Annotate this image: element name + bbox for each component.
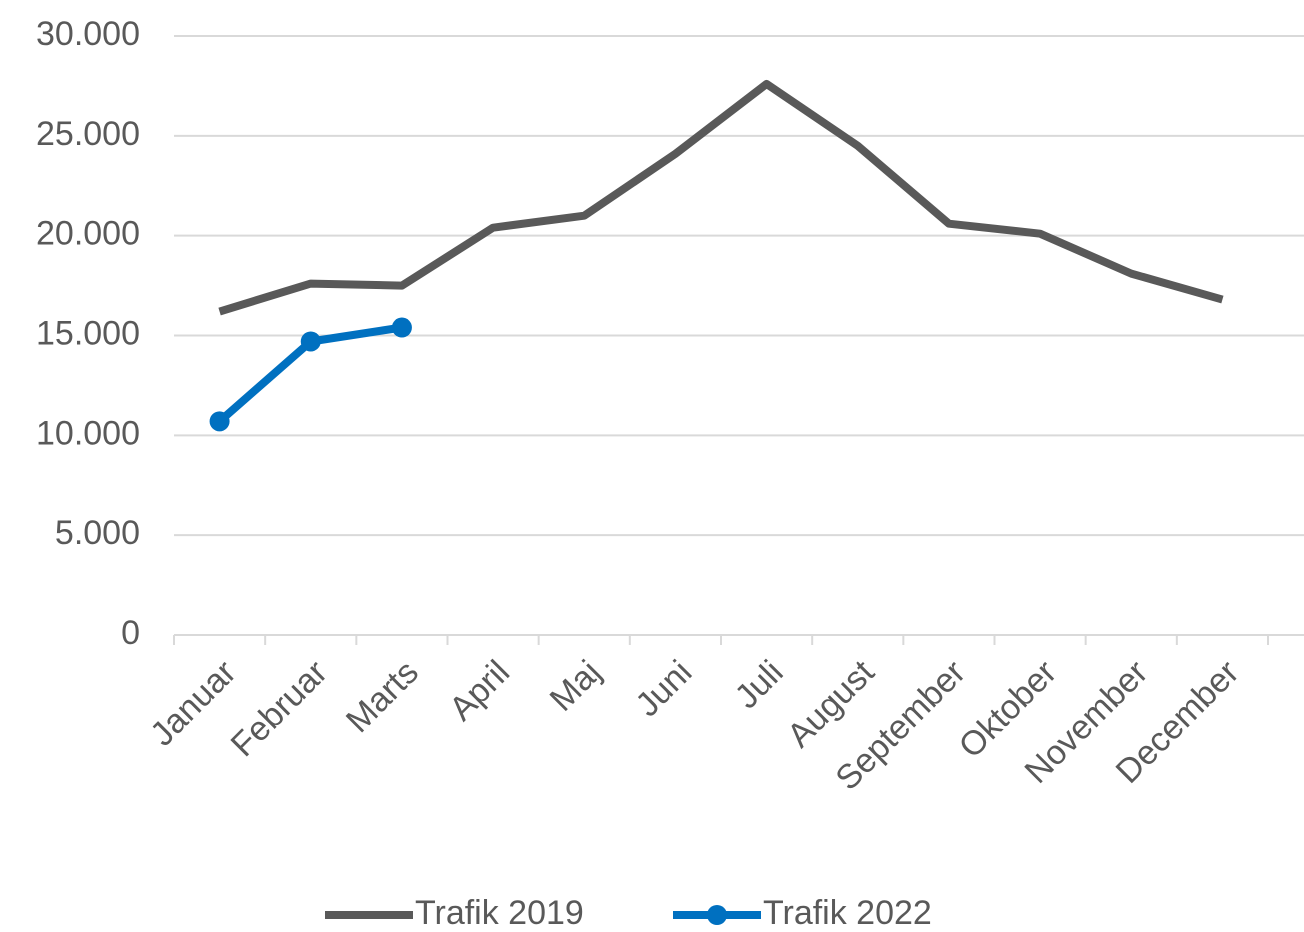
y-tick-label: 10.000 xyxy=(36,414,140,452)
series-marker xyxy=(209,411,230,432)
x-tick-label: Maj xyxy=(543,653,609,719)
legend-label: Trafik 2022 xyxy=(763,894,932,932)
legend-label: Trafik 2019 xyxy=(415,894,584,932)
x-tick-label: Juni xyxy=(628,653,699,724)
series-marker xyxy=(391,317,412,338)
x-tick-label: Marts xyxy=(339,653,426,740)
x-tick-label: Februar xyxy=(224,653,335,764)
legend-marker xyxy=(707,905,727,925)
y-tick-label: 15.000 xyxy=(36,314,140,352)
y-tick-label: 30.000 xyxy=(36,15,140,53)
x-tick-label: April xyxy=(442,653,517,728)
series-marker xyxy=(300,331,321,352)
y-tick-label: 25.000 xyxy=(36,115,140,153)
x-tick-label: Juli xyxy=(728,653,791,716)
y-tick-label: 5.000 xyxy=(55,514,140,552)
y-tick-label: 20.000 xyxy=(36,215,140,253)
y-tick-label: 0 xyxy=(121,614,140,652)
series-line xyxy=(218,79,1224,316)
